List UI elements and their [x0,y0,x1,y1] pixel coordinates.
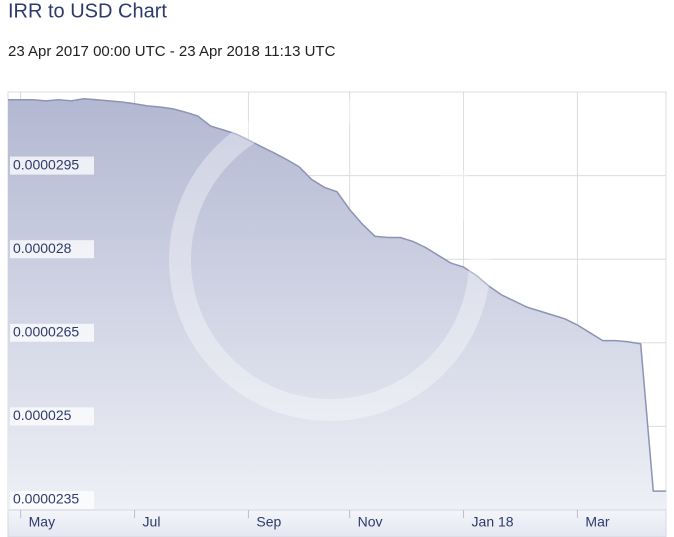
labels: May Jul Sep Nov Jan 18 Mar 0.0000235 0.000025 0.… [10,156,610,530]
x-tick-label: May [29,514,55,530]
line [8,97,666,492]
y-tick-label: 0.0000295 [13,156,79,172]
x-tick-label: Jul [143,514,161,530]
y-tick-label: 0.0000235 [13,491,79,507]
y-tick-label: 0.000028 [13,240,72,256]
area [8,98,666,510]
marks [8,97,666,510]
y-tick-label-bg [10,491,94,509]
y-tick-label: 0.0000265 [13,324,79,340]
watermark [169,99,491,421]
y-tick-label-bg [10,323,94,342]
y-tick-label-bg [10,240,94,259]
y-tick-label-bg [10,407,94,426]
x-tick-label: Jan 18 [472,514,514,530]
x-axis-band [7,509,667,537]
chart-title: IRR to USD Chart [8,0,167,22]
x-tick-label: Sep [256,514,281,530]
y-tick-label-bg [10,156,94,175]
x-tick-label: Mar [585,514,609,530]
chart-subtitle: 23 Apr 2017 00:00 UTC - 23 Apr 2018 11:1… [8,43,336,60]
y-tick-label: 0.000025 [13,407,72,423]
x-tick-label: Nov [358,514,383,530]
